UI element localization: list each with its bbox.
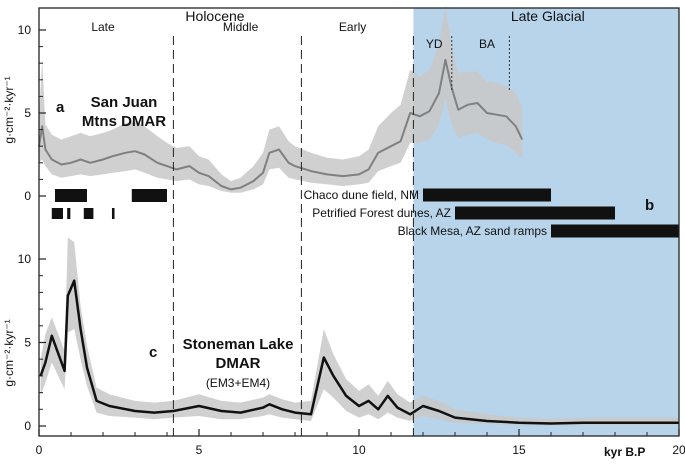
panel-a-black-bar-4 xyxy=(67,208,71,219)
panel-a-y-tick-label-2: 5 xyxy=(24,106,31,120)
panel-a-dmar-line xyxy=(38,58,524,191)
panel-a-black-bar-5 xyxy=(83,208,94,219)
x-tick-label-4: 15 xyxy=(512,443,526,457)
epoch-label-1: Late xyxy=(91,20,115,34)
panel-c-dmar-line xyxy=(39,279,679,425)
panel-b-record-label-3: Black Mesa, AZ sand ramps xyxy=(398,224,547,238)
x-tick-label-5: 20 xyxy=(672,443,685,457)
epoch-label-5: BA xyxy=(479,37,495,51)
panel-a-black-bar-1 xyxy=(55,189,87,202)
panel-b-record-bar-3 xyxy=(551,224,679,238)
epoch-label-2: Middle xyxy=(223,20,259,34)
panel-a-title-line-2: Mtns DMAR xyxy=(82,113,166,130)
epoch-label-4: YD xyxy=(426,37,443,51)
x-axis-label: kyr B.P xyxy=(604,445,645,459)
panel-a-y-tick-label-1: 0 xyxy=(24,189,31,203)
panel-c-y-tick-label-1: 0 xyxy=(24,419,31,433)
x-tick-label-2: 5 xyxy=(196,443,203,457)
panel-b-record-label-1: Chaco dune field, NM xyxy=(304,188,419,202)
panel-a-black-bar-6 xyxy=(111,208,115,219)
panel-a-black-bar-2 xyxy=(131,189,167,202)
panel-a-black-bar-3 xyxy=(51,208,63,219)
panel-a-y-tick-label-3: 10 xyxy=(18,23,32,37)
top-band-label-2: Late Glacial xyxy=(511,8,585,24)
panel-b-letter: b xyxy=(645,197,654,214)
panel-b-record-bar-1 xyxy=(423,188,551,202)
panel-c-title-line-2: DMAR xyxy=(216,355,261,372)
panel-c-y-tick-label-3: 10 xyxy=(18,252,32,266)
panel-c-y-axis-label: g·cm⁻²·kyr⁻¹ xyxy=(2,319,16,386)
panel-a-y-axis-label: g·cm⁻²·kyr⁻¹ xyxy=(2,76,16,143)
x-tick-label-3: 10 xyxy=(352,443,366,457)
panel-c-subtitle: (EM3+EM4) xyxy=(206,376,270,390)
panel-a-title-line-1: San Juan xyxy=(91,94,158,111)
panel-b-record-label-2: Petrified Forest dunes, AZ xyxy=(312,206,451,220)
panel-a-letter: a xyxy=(56,99,65,116)
panel-c-letter: c xyxy=(149,344,157,361)
panel-b-record-bar-2 xyxy=(455,206,615,220)
panel-c-y-tick-label-2: 5 xyxy=(24,336,31,350)
epoch-label-3: Early xyxy=(339,20,366,34)
x-tick-label-1: 0 xyxy=(36,443,43,457)
top-band-label-1: Holocene xyxy=(185,8,244,24)
panel-c-uncertainty-band xyxy=(40,237,680,426)
panel-a-uncertainty-band xyxy=(39,5,523,193)
panel-c-title-line-1: Stoneman Lake xyxy=(183,336,294,353)
